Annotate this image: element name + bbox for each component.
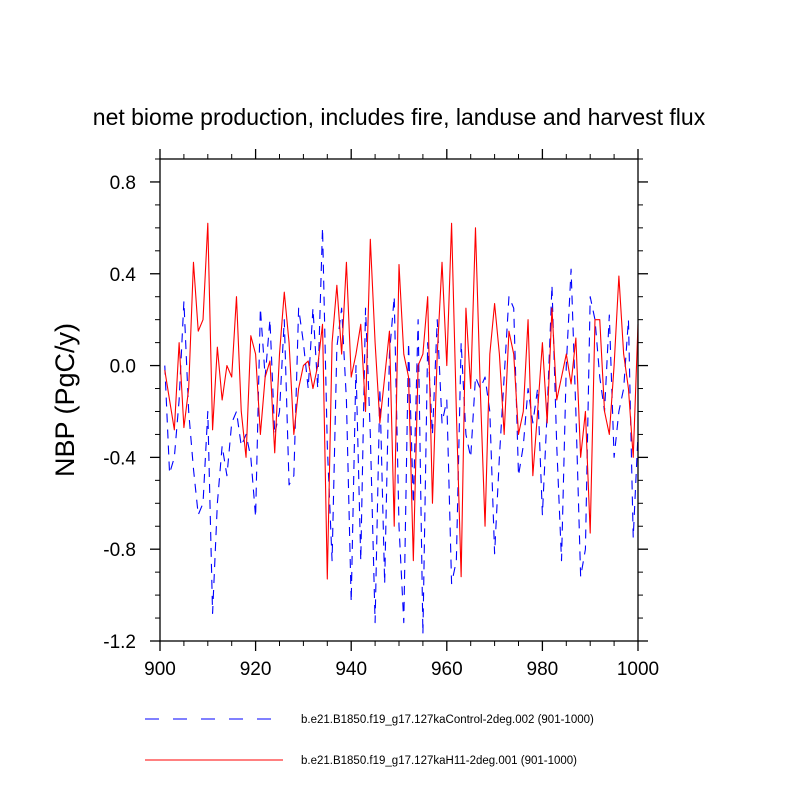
- legend: b.e21.B1850.f19_g17.127kaControl-2deg.00…: [145, 714, 594, 767]
- x-tick-label: 900: [144, 659, 176, 680]
- series-line-h11: [164, 222, 639, 580]
- y-tick-label: -1.2: [103, 632, 136, 653]
- y-tick-label: -0.8: [103, 540, 136, 561]
- x-tick-label: 920: [240, 659, 272, 680]
- y-tick-label: 0.8: [110, 173, 136, 194]
- x-tick-label: 960: [431, 659, 463, 680]
- legend-label-control: b.e21.B1850.f19_g17.127kaControl-2deg.00…: [301, 714, 594, 726]
- legend-label-h11: b.e21.B1850.f19_g17.127kaH11-2deg.001 (9…: [301, 755, 577, 767]
- axis-tick-labels: 900 920 940 960 980 1000 -1.2 -0.8 -0.4 0.0 0.4 0.8: [103, 173, 659, 680]
- y-tick-label: -0.4: [103, 448, 136, 469]
- y-axis-label: NBP (PgC/y): [50, 323, 80, 477]
- x-tick-label: 980: [527, 659, 559, 680]
- plot-frame: [159, 158, 639, 642]
- x-tick-label: 1000: [617, 659, 659, 680]
- y-tick-label: 0.0: [110, 357, 136, 378]
- plot-area: [164, 222, 639, 635]
- chart-title: net biome production, includes fire, lan…: [93, 104, 706, 130]
- y-tick-label: 0.4: [110, 265, 137, 286]
- series-line-control: [164, 227, 639, 635]
- x-tick-label: 940: [335, 659, 367, 680]
- axis-ticks: [150, 149, 648, 651]
